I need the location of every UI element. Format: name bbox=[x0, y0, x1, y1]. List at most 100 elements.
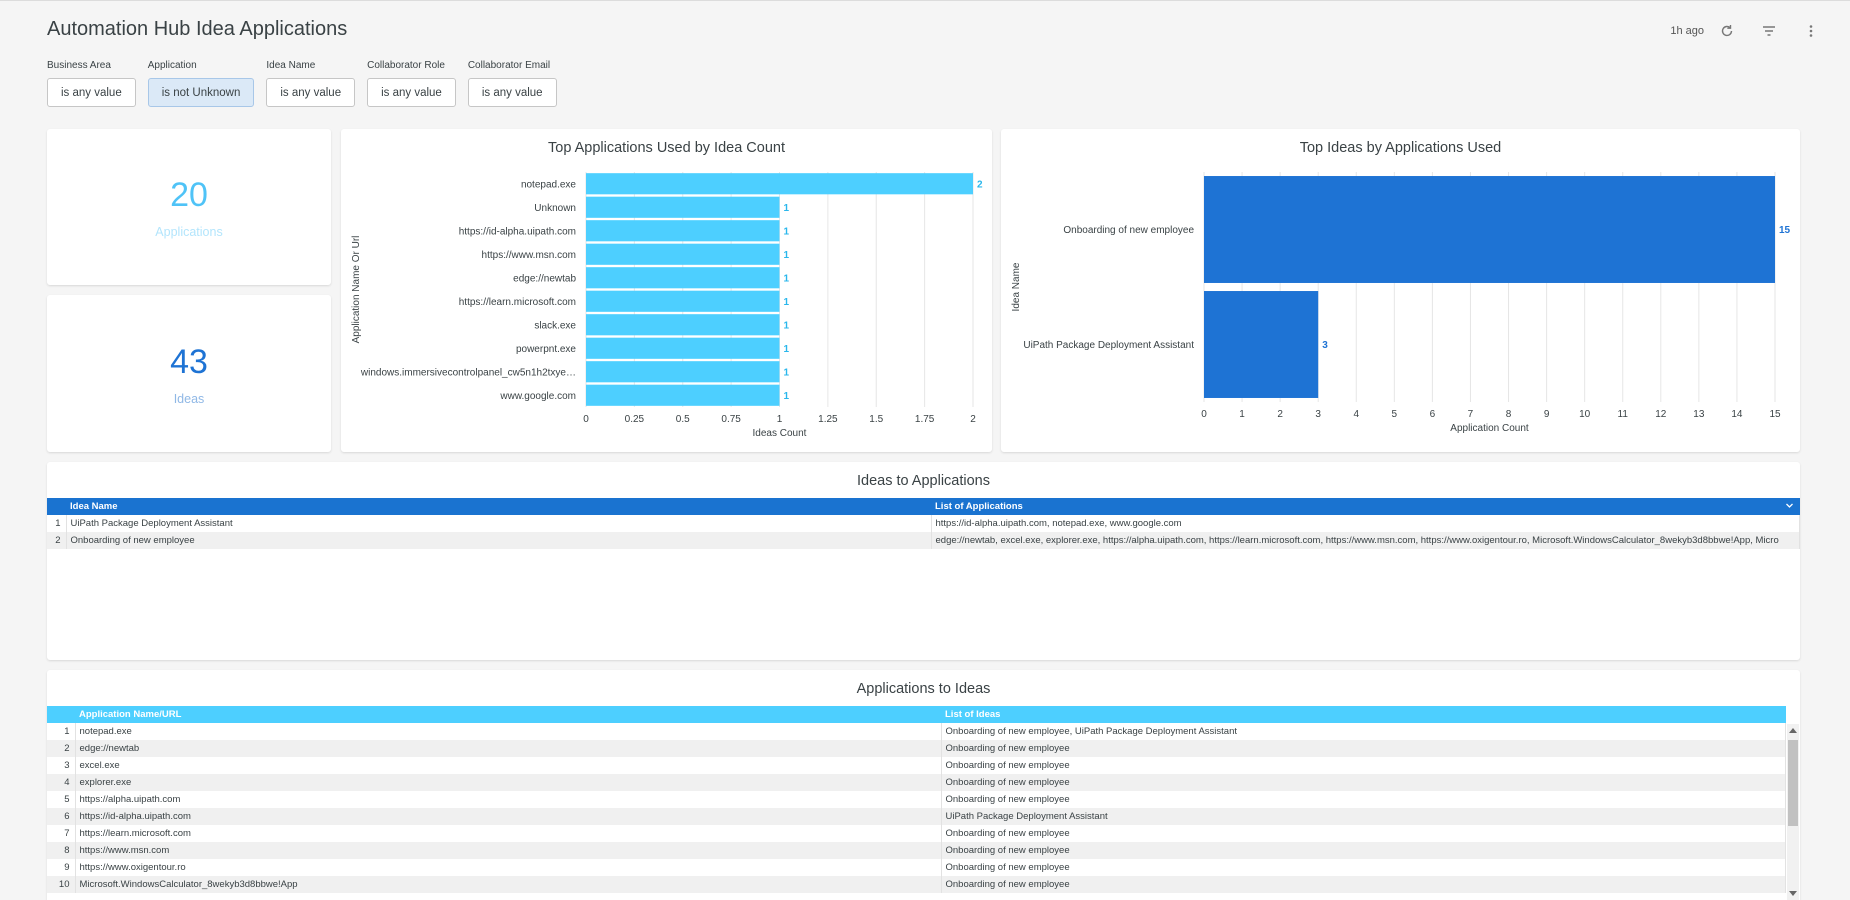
table-row[interactable]: 6 https://id-alpha.uipath.com UiPath Packa… bbox=[47, 808, 1786, 825]
bar[interactable] bbox=[586, 196, 780, 218]
table-row[interactable]: 8 https://www.msn.com Onboarding of new em… bbox=[47, 842, 1786, 859]
table-cell: explorer.exe bbox=[75, 774, 942, 791]
bar[interactable] bbox=[586, 337, 780, 359]
data-label: 15 bbox=[1779, 225, 1791, 236]
top-applications-chart-tile: Top Applications Used by Idea Count 0 0.2… bbox=[341, 129, 992, 452]
row-number: 3 bbox=[47, 757, 76, 774]
table-row[interactable]: 7 https://learn.microsoft.com Onboarding o… bbox=[47, 825, 1786, 842]
table-row[interactable]: 2 Onboarding of new employee edge://newtab… bbox=[47, 532, 1800, 549]
bar[interactable] bbox=[586, 267, 780, 289]
filter-label: Idea Name bbox=[266, 60, 316, 71]
filter-collaborator-role-button[interactable]: is any value bbox=[367, 78, 456, 107]
dashboard-header-actions: 1h ago bbox=[1670, 22, 1820, 40]
bar[interactable] bbox=[586, 220, 780, 242]
table-row[interactable]: 10 Microsoft.WindowsCalculator_8wekyb3d8b… bbox=[47, 876, 1786, 893]
data-label: 1 bbox=[784, 367, 790, 378]
table-row[interactable]: 9 https://www.oxigentour.ro Onboarding of … bbox=[47, 859, 1786, 876]
filter-label: Business Area bbox=[47, 60, 111, 71]
table-row[interactable]: 5 https://alpha.uipath.com Onboarding of n… bbox=[47, 791, 1786, 808]
scroll-down-arrow[interactable] bbox=[1787, 888, 1799, 900]
bar[interactable] bbox=[1204, 176, 1775, 283]
table-cell: https://www.msn.com bbox=[75, 842, 942, 859]
x-tick-label: 5 bbox=[1392, 409, 1398, 420]
data-label: 1 bbox=[784, 203, 790, 214]
filter-icon[interactable] bbox=[1760, 22, 1778, 40]
filter-application: Application is not Unknown bbox=[147, 60, 255, 107]
scroll-up-arrow[interactable] bbox=[1787, 724, 1799, 736]
x-tick-label: 7 bbox=[1468, 409, 1474, 420]
x-tick-label: 9 bbox=[1544, 409, 1550, 420]
y-category-label: Unknown bbox=[534, 203, 576, 214]
bar[interactable] bbox=[586, 384, 780, 406]
x-tick-label: 0 bbox=[1201, 409, 1207, 420]
table-cell: edge://newtab bbox=[75, 740, 942, 757]
table-cell: Onboarding of new employee, UiPath Packa… bbox=[941, 723, 1786, 740]
applications-to-ideas-tile: Applications to Ideas Application Name/U… bbox=[47, 670, 1800, 900]
filter-business-area: Business Area is any value bbox=[47, 60, 136, 107]
row-number-header bbox=[47, 498, 66, 515]
x-tick-label: 0 bbox=[583, 414, 589, 425]
row-number-header bbox=[47, 706, 75, 723]
y-category-label: notepad.exe bbox=[521, 179, 576, 190]
ideas-to-applications-grid: Idea Name List of Applications 1 UiPath P… bbox=[47, 498, 1800, 549]
chevron-down-icon[interactable] bbox=[1785, 501, 1794, 513]
table-cell: https://id-alpha.uipath.com bbox=[75, 808, 942, 825]
refresh-icon[interactable] bbox=[1718, 22, 1736, 40]
ideas-kpi-tile[interactable]: 43 Ideas bbox=[47, 295, 331, 452]
column-header-list-of-ideas[interactable]: List of Ideas bbox=[941, 706, 1786, 723]
x-tick-label: 13 bbox=[1693, 409, 1705, 420]
data-label: 1 bbox=[784, 250, 790, 261]
y-category-label: www.google.com bbox=[499, 391, 576, 402]
y-category-label: edge://newtab bbox=[513, 273, 576, 284]
x-tick-label: 2 bbox=[970, 414, 976, 425]
filter-business-area-button[interactable]: is any value bbox=[47, 78, 136, 107]
table-cell: https://learn.microsoft.com bbox=[75, 825, 942, 842]
column-header-application-name-url[interactable]: Application Name/URL bbox=[75, 706, 941, 723]
x-tick-label: 1 bbox=[777, 414, 783, 425]
row-number: 1 bbox=[47, 515, 67, 532]
bar[interactable] bbox=[586, 314, 780, 336]
table-row[interactable]: 4 explorer.exe Onboarding of new employee bbox=[47, 774, 1786, 791]
column-header-idea-name[interactable]: Idea Name bbox=[66, 498, 931, 515]
table-cell: Onboarding of new employee bbox=[941, 740, 1786, 757]
dashboard-title: Automation Hub Idea Applications bbox=[47, 18, 348, 40]
x-tick-label: 3 bbox=[1315, 409, 1321, 420]
more-menu-icon[interactable] bbox=[1802, 22, 1820, 40]
filter-collaborator-email-button[interactable]: is any value bbox=[467, 78, 557, 107]
filter-collaborator-email: Collaborator Email is any value bbox=[467, 60, 557, 107]
table-row[interactable]: 1 UiPath Package Deployment Assistant http… bbox=[47, 515, 1800, 532]
table-row[interactable]: 1 notepad.exe Onboarding of new employee, … bbox=[47, 723, 1786, 740]
bar[interactable] bbox=[1204, 291, 1319, 398]
applications-kpi-tile[interactable]: 20 Applications bbox=[47, 129, 331, 285]
x-tick-label: 12 bbox=[1655, 409, 1667, 420]
bar[interactable] bbox=[586, 290, 780, 312]
y-category-label: slack.exe bbox=[534, 320, 576, 331]
vertical-scrollbar[interactable] bbox=[1787, 724, 1799, 900]
table-row[interactable]: 3 excel.exe Onboarding of new employee bbox=[47, 757, 1786, 774]
table-header-row: Application Name/URL List of Ideas bbox=[47, 706, 1786, 723]
table-cell: excel.exe bbox=[75, 757, 942, 774]
bar[interactable] bbox=[586, 173, 973, 195]
filter-idea-name-button[interactable]: is any value bbox=[266, 78, 356, 107]
x-tick-label: 1.75 bbox=[915, 414, 935, 425]
y-category-label: Onboarding of new employee bbox=[1063, 225, 1194, 236]
table-header-row: Idea Name List of Applications bbox=[47, 498, 1800, 515]
table-cell: Microsoft.WindowsCalculator_8wekyb3d8bbw… bbox=[75, 876, 942, 893]
table-cell: https://alpha.uipath.com bbox=[75, 791, 942, 808]
filter-application-button[interactable]: is not Unknown bbox=[147, 78, 255, 107]
column-header-list-of-applications[interactable]: List of Applications bbox=[931, 498, 1800, 515]
table-cell: Onboarding of new employee bbox=[941, 774, 1786, 791]
x-tick-label: 0.75 bbox=[721, 414, 741, 425]
bar[interactable] bbox=[586, 243, 780, 265]
bar[interactable] bbox=[586, 361, 780, 383]
table-title: Applications to Ideas bbox=[856, 681, 991, 697]
table-row[interactable]: 2 edge://newtab Onboarding of new employee bbox=[47, 740, 1786, 757]
scrollbar-thumb[interactable] bbox=[1788, 740, 1798, 826]
data-label: 2 bbox=[977, 179, 983, 190]
filter-label: Collaborator Email bbox=[467, 60, 551, 71]
ideas-label: Ideas bbox=[173, 391, 205, 406]
table-cell: Onboarding of new employee bbox=[941, 859, 1786, 876]
table-cell: Onboarding of new employee bbox=[941, 791, 1786, 808]
table-cell: https://id-alpha.uipath.com, notepad.exe… bbox=[931, 515, 1800, 532]
